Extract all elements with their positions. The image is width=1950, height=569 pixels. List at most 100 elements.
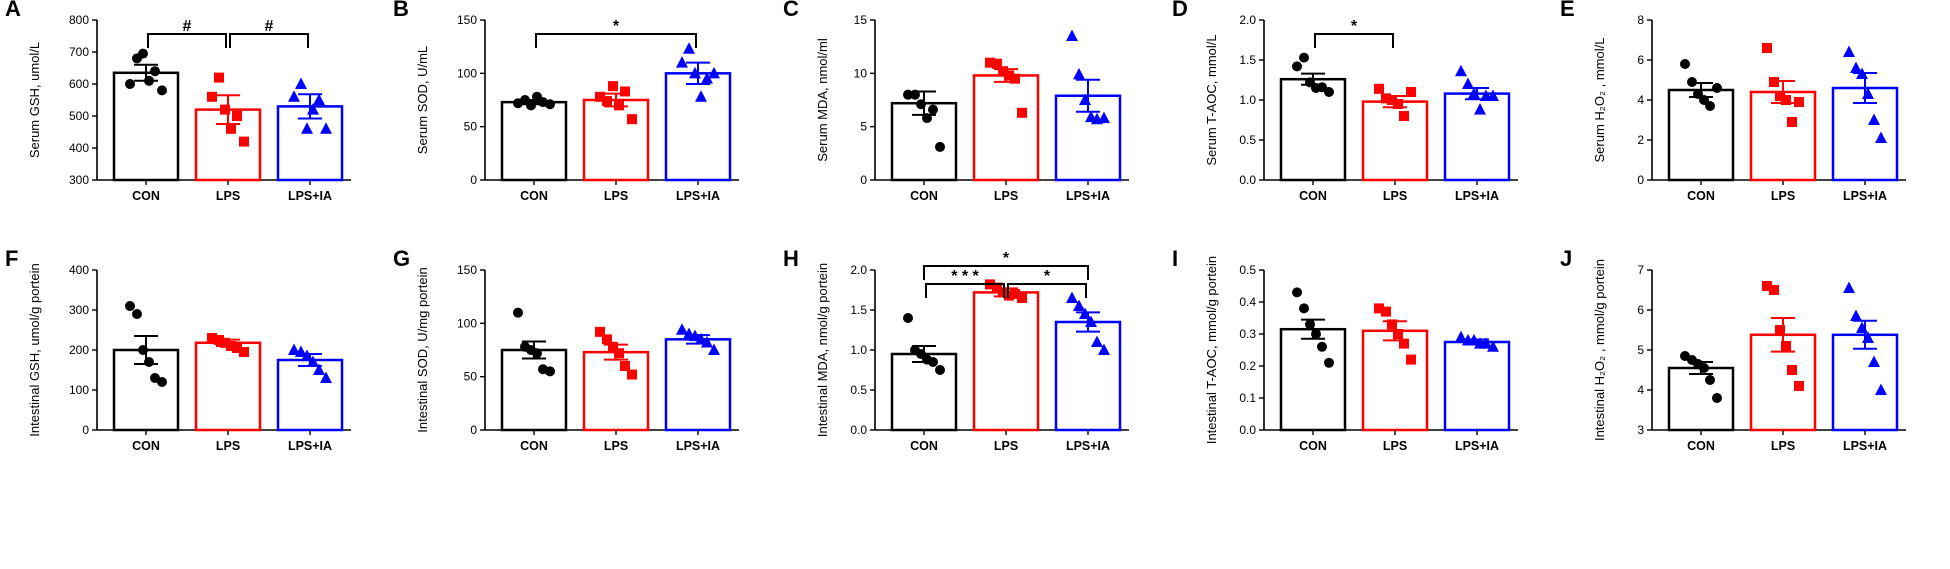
data-point: [132, 309, 142, 319]
data-point: [1787, 365, 1797, 375]
data-point: [144, 357, 154, 367]
data-point: [1305, 319, 1315, 330]
panel-C: C 0 5 10 15 Serum MDA, nmol/ml CON LPS LPS+IA: [783, 0, 1129, 203]
bar-lps-ia: [1054, 320, 1122, 432]
y-tick-label: 100: [69, 383, 89, 397]
data-point: [627, 114, 637, 125]
significance-bracket: [925, 283, 1005, 298]
data-point: [602, 334, 612, 345]
significance-bracket: [147, 33, 227, 48]
data-point: [1317, 341, 1327, 352]
y-tick-label: 0: [82, 423, 89, 437]
x-tick-label: LPS+IA: [1843, 439, 1887, 453]
data-point: [676, 323, 688, 335]
data-point: [1468, 87, 1480, 99]
y-tick-label: 3: [1637, 423, 1644, 437]
bar-lps-ia: [276, 358, 344, 432]
panel-label-A: A: [5, 0, 21, 21]
x-tick-label: CON: [132, 189, 160, 203]
data-point: [295, 345, 307, 357]
panel-F: F 0 100 200 300 400 Intestinal GSH, umol/g por…: [5, 246, 351, 453]
panel-H: H 0.0 0.5 1.0 1.5 2.0 Intestinal MDA, nmol/g p…: [783, 246, 1129, 453]
data-point: [595, 326, 605, 337]
data-point: [1868, 355, 1880, 367]
x-tick-label: LPS: [994, 439, 1018, 453]
y-tick-label: 15: [854, 13, 868, 27]
significance-bracket: [923, 265, 1089, 280]
data-point: [138, 345, 148, 355]
data-point: [1317, 82, 1327, 93]
y-tick-label: 0: [860, 173, 867, 187]
data-point: [1856, 67, 1868, 79]
y-tick-label: 4: [1637, 383, 1644, 397]
data-point: [695, 90, 707, 102]
data-point: [701, 336, 713, 348]
data-point: [608, 341, 618, 352]
bar-lps: [972, 74, 1040, 182]
data-point: [910, 89, 920, 100]
data-point: [1299, 303, 1309, 314]
data-point: [545, 366, 555, 377]
x-tick-label: LPS+IA: [1066, 189, 1110, 203]
data-point: [301, 122, 313, 134]
y-tick-label: 0.5: [1239, 263, 1256, 277]
data-point: [602, 96, 612, 107]
panel-label-F: F: [5, 246, 18, 271]
y-tick-label: 500: [69, 109, 89, 123]
panel-D: D 0.0 0.5 1.0 1.5 2.0 Serum T-AOC, mmol/L CON LP…: [1172, 0, 1518, 203]
data-point: [157, 85, 167, 96]
data-point: [1010, 73, 1020, 84]
bar-lps: [1361, 100, 1429, 182]
data-point: [928, 357, 938, 367]
data-point: [1393, 99, 1403, 109]
data-point: [226, 341, 236, 351]
y-tick-label: 0.0: [850, 423, 867, 437]
data-point: [928, 104, 938, 115]
data-point: [320, 371, 332, 383]
x-tick-label: CON: [520, 439, 548, 453]
data-point: [1480, 337, 1492, 349]
y-tick-label: 0.1: [1239, 391, 1256, 405]
bar-lps: [582, 350, 650, 432]
data-point: [532, 348, 542, 359]
data-point: [207, 333, 217, 343]
data-point: [1455, 64, 1467, 77]
x-tick-label: LPS: [994, 189, 1018, 203]
y-tick-label: 100: [457, 316, 477, 330]
x-tick-label: CON: [1687, 189, 1715, 203]
x-tick-label: LPS+IA: [1455, 189, 1499, 203]
x-tick-label: LPS+IA: [288, 189, 332, 203]
y-tick-label: 5: [860, 120, 867, 134]
data-point: [1079, 307, 1091, 319]
y-tick-label: 0: [470, 423, 477, 437]
significance-label: * * *: [951, 268, 979, 285]
y-axis-label: Serum T-AOC, mmol/L: [1204, 34, 1219, 165]
data-point: [935, 141, 945, 152]
x-tick-label: LPS: [604, 439, 628, 453]
data-point: [676, 56, 688, 68]
data-point: [1387, 319, 1397, 330]
panel-E: E 0 2 4 6 8 Serum H₂O₂ , mmol/L CON LPS LPS+IA: [1560, 0, 1906, 203]
data-point: [1406, 354, 1416, 365]
x-tick-label: LPS+IA: [1455, 439, 1499, 453]
data-point: [150, 66, 160, 77]
significance-label: *: [1044, 268, 1051, 285]
panel-I: I 0.0 0.1 0.2 0.3 0.4 0.5 Intestinal T-AOC, mmo…: [1172, 246, 1518, 453]
data-point: [689, 329, 701, 342]
x-tick-label: LPS+IA: [288, 439, 332, 453]
panel-G: G 0 50 100 150 Intestinal SOD, U/mg portein CO…: [393, 246, 739, 453]
bar-con: [1279, 327, 1347, 432]
data-point: [207, 91, 217, 102]
bar-lps: [1749, 90, 1817, 182]
panel-label-B: B: [393, 0, 409, 21]
data-point: [1794, 97, 1804, 107]
panel-A: A 300 400 500 600 700 800 Serum GSH, umol/L CON L…: [5, 0, 351, 203]
data-point: [1775, 91, 1785, 101]
bar-con: [890, 352, 958, 432]
data-point: [1073, 67, 1085, 80]
y-axis-label: Serum GSH, umol/L: [27, 42, 42, 158]
data-point: [1680, 59, 1690, 69]
y-tick-label: 8: [1637, 13, 1644, 27]
y-axis-label: Serum SOD, U/mL: [415, 46, 430, 154]
data-point: [1299, 52, 1309, 63]
